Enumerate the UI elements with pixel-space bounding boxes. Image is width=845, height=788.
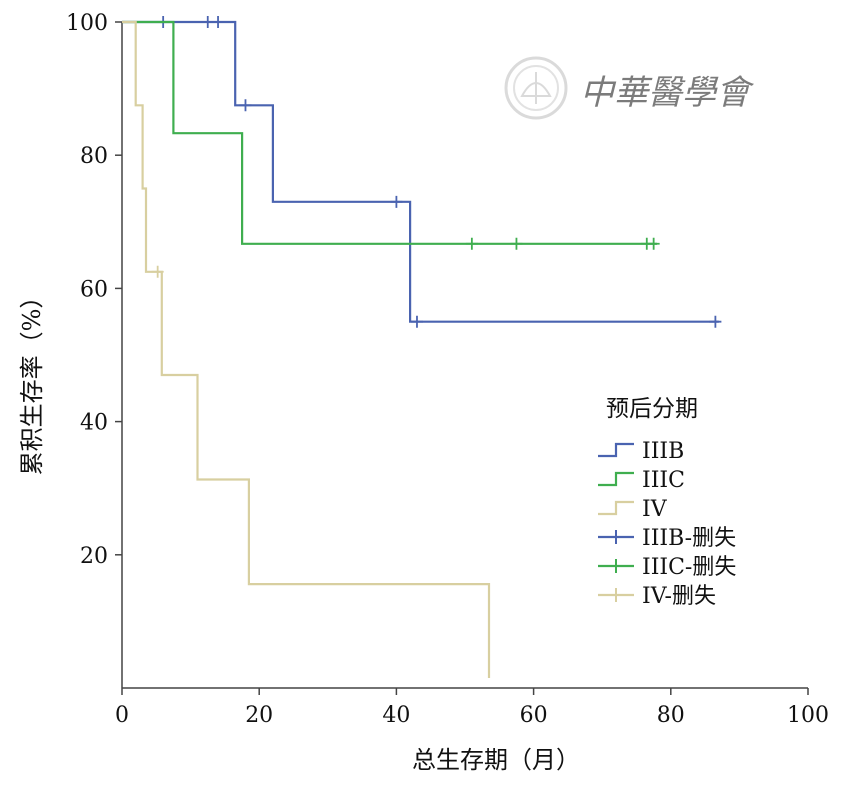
legend-item: IIIB-删失 (598, 526, 736, 551)
censor-mark-IIIB (201, 16, 214, 28)
legend: 预后分期 IIIB IIIC IV IIIB-删失 IIIC-删失 IV-删失 (598, 396, 736, 609)
censor-mark-IIIB (239, 99, 252, 112)
y-axis-title: 累积生存率（%） (18, 285, 46, 476)
axes: 0 20 40 60 80 100 20 40 60 80 100 (66, 11, 829, 728)
legend-label: IIIC (642, 468, 685, 493)
censor-mark-IIIB (709, 315, 722, 328)
legend-label: IIIB-删失 (642, 526, 736, 551)
legend-swatch-IIIB (598, 442, 634, 458)
censor-mark-IIIC (510, 237, 523, 250)
censor-mark-IIIC (647, 237, 660, 250)
survival-curve-IIIC (122, 20, 658, 245)
x-axis-title: 总生存期（月） (412, 746, 580, 774)
legend-label: IIIC-删失 (642, 555, 736, 580)
x-tick-label: 100 (787, 703, 829, 728)
y-tick-label: 100 (66, 11, 108, 36)
legend-label: IV-删失 (642, 584, 716, 609)
y-tick-label: 80 (80, 144, 108, 169)
legend-swatch-IV (598, 500, 634, 516)
legend-item: IIIB (598, 439, 684, 464)
legend-label: IIIB (642, 439, 684, 464)
x-tick-label: 60 (520, 703, 548, 728)
legend-item: IIIC (598, 468, 685, 493)
censor-mark-IIIB (410, 315, 423, 328)
series-IIIB (122, 16, 722, 328)
legend-label: IV (642, 497, 668, 522)
series-IIIC (122, 20, 660, 250)
survival-curve-IIIB (122, 20, 719, 323)
legend-item: IV (598, 497, 668, 522)
x-tick-label: 0 (115, 703, 129, 728)
y-tick-label: 20 (80, 544, 108, 569)
legend-title: 预后分期 (606, 396, 698, 422)
legend-swatch-IIIC (598, 471, 634, 487)
x-tick-label: 80 (657, 703, 685, 728)
x-tick-label: 20 (245, 703, 273, 728)
series-layer (122, 16, 722, 678)
censor-mark-IIIB (390, 195, 403, 208)
y-tick-label: 60 (80, 277, 108, 302)
watermark: 中華醫學會 (504, 56, 755, 120)
watermark-text: 中華醫學會 (580, 73, 755, 113)
series-IV (122, 20, 491, 678)
x-tick-label: 40 (382, 703, 410, 728)
legend-item: IV-删失 (598, 584, 716, 609)
legend-item: IIIC-删失 (598, 555, 736, 580)
censor-mark-IIIB (212, 16, 225, 28)
censor-mark-IIIC (465, 237, 478, 250)
survival-curve-IV (122, 20, 491, 678)
watermark-seal-icon (504, 56, 568, 120)
y-tick-label: 40 (80, 411, 108, 436)
censor-mark-IV (151, 265, 164, 278)
